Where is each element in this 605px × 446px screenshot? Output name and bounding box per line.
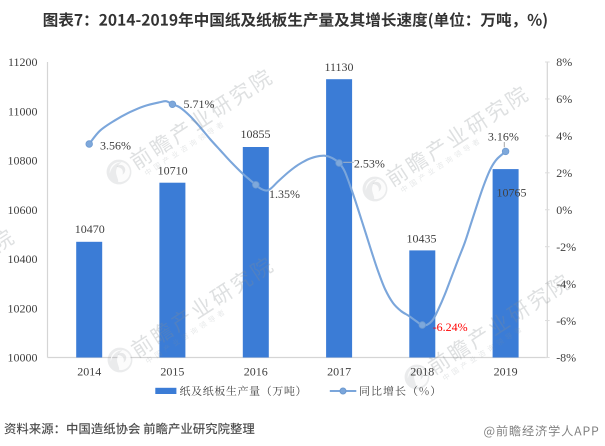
svg-text:2018: 2018 [410, 364, 434, 378]
svg-text:10765: 10765 [497, 185, 527, 199]
svg-text:3.16%: 3.16% [488, 129, 519, 143]
svg-text:10800: 10800 [8, 154, 38, 168]
svg-text:6%: 6% [556, 92, 572, 106]
svg-text:10000: 10000 [8, 351, 38, 365]
svg-text:2016: 2016 [244, 364, 268, 378]
svg-text:-6%: -6% [556, 314, 576, 328]
svg-text:2019: 2019 [494, 364, 518, 378]
svg-text:10855: 10855 [241, 127, 271, 141]
svg-text:10200: 10200 [8, 301, 38, 315]
svg-text:2014: 2014 [77, 364, 101, 378]
svg-text:-6.24%: -6.24% [433, 320, 468, 334]
svg-text:11200: 11200 [8, 55, 38, 69]
svg-text:10710: 10710 [158, 164, 188, 178]
svg-text:-2%: -2% [556, 240, 576, 254]
svg-text:10600: 10600 [8, 203, 38, 217]
svg-text:2017: 2017 [327, 364, 351, 378]
svg-text:2%: 2% [556, 166, 572, 180]
svg-text:10470: 10470 [75, 222, 105, 236]
svg-text:4%: 4% [556, 129, 572, 143]
svg-text:11130: 11130 [324, 60, 353, 74]
svg-text:10400: 10400 [8, 252, 38, 266]
svg-text:5.71%: 5.71% [184, 97, 215, 111]
svg-text:8%: 8% [556, 55, 572, 69]
svg-text:0%: 0% [556, 203, 572, 217]
svg-text:-4%: -4% [556, 277, 576, 291]
svg-text:3.56%: 3.56% [100, 138, 131, 152]
svg-text:11000: 11000 [8, 105, 38, 119]
svg-text:2015: 2015 [160, 364, 184, 378]
svg-text:-8%: -8% [556, 351, 576, 365]
svg-text:1.35%: 1.35% [269, 187, 300, 201]
svg-text:2.53%: 2.53% [354, 157, 385, 171]
svg-text:10435: 10435 [407, 231, 437, 245]
